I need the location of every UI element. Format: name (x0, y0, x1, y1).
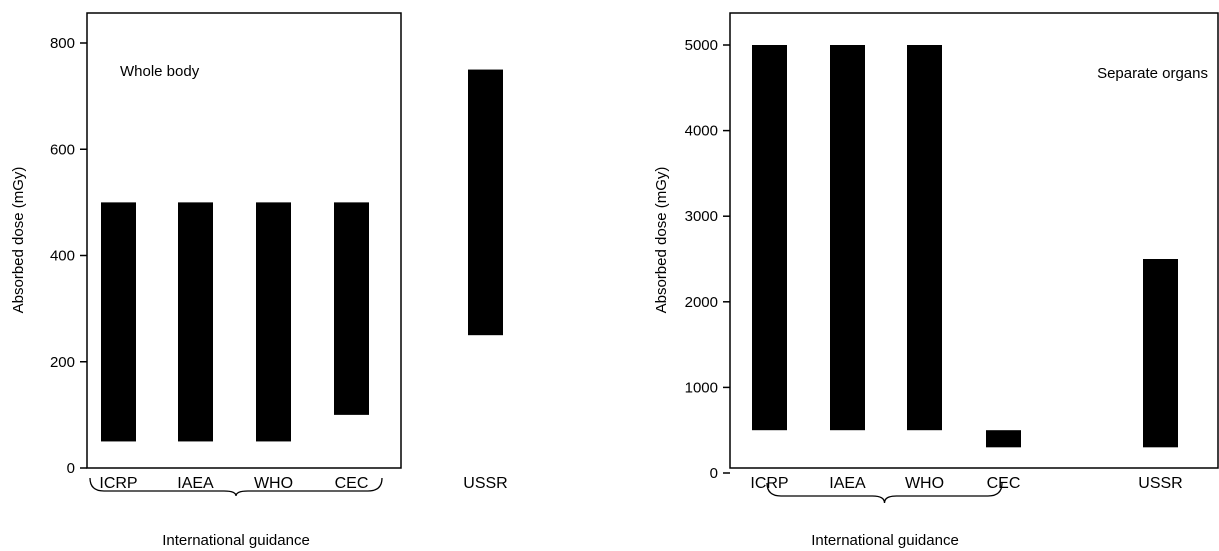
group-brace (89, 477, 383, 497)
y-tick-label: 800 (50, 35, 75, 52)
inset-label: Separate organs (1097, 65, 1208, 82)
group-brace (766, 482, 1003, 504)
x-tick-label: CEC (987, 475, 1021, 492)
x-tick-label: IAEA (829, 475, 866, 492)
x-tick-label: WHO (254, 475, 293, 492)
group-label: International guidance (811, 532, 959, 549)
bar-iaea (830, 45, 865, 431)
plot-frame (729, 12, 1219, 469)
x-tick-label: CEC (335, 475, 369, 492)
y-tick-label: 3000 (685, 208, 718, 225)
x-tick-label: IAEA (177, 475, 214, 492)
x-tick-label: ICRP (99, 475, 137, 492)
y-tick-label: 2000 (685, 294, 718, 311)
x-tick-label: USSR (1138, 475, 1182, 492)
plot-frame (86, 12, 402, 469)
chart-separate-organs: 0 1000 2000 3000 4000 5000 Absorbed dose (mGy)… (653, 12, 1219, 549)
chart-whole-body: 0 200 400 600 800 Absorbed dose (mGy) Whole bo… (10, 12, 508, 549)
bar-who (907, 45, 942, 431)
y-tick-label: 600 (50, 141, 75, 158)
bar-who (256, 202, 291, 442)
bar-ussr (468, 69, 503, 336)
bar-cec (986, 430, 1021, 448)
group-label: International guidance (162, 532, 310, 549)
bar-iaea (178, 202, 213, 442)
bar-icrp (752, 45, 787, 431)
bar-cec (334, 202, 369, 415)
y-tick-label: 0 (67, 460, 75, 477)
y-tick-label: 400 (50, 248, 75, 265)
y-axis-label: Absorbed dose (mGy) (10, 167, 27, 314)
x-tick-label: ICRP (750, 475, 788, 492)
x-tick-label: WHO (905, 475, 944, 492)
y-tick-label: 4000 (685, 123, 718, 140)
inset-label: Whole body (120, 63, 200, 80)
y-tick-label: 0 (710, 465, 718, 482)
y-tick-label: 1000 (685, 379, 718, 396)
y-axis-label: Absorbed dose (mGy) (653, 167, 670, 314)
y-tick-label: 200 (50, 354, 75, 371)
bar-ussr (1143, 259, 1178, 448)
y-tick-label: 5000 (685, 37, 718, 54)
bar-icrp (101, 202, 136, 442)
x-tick-label: USSR (463, 475, 507, 492)
